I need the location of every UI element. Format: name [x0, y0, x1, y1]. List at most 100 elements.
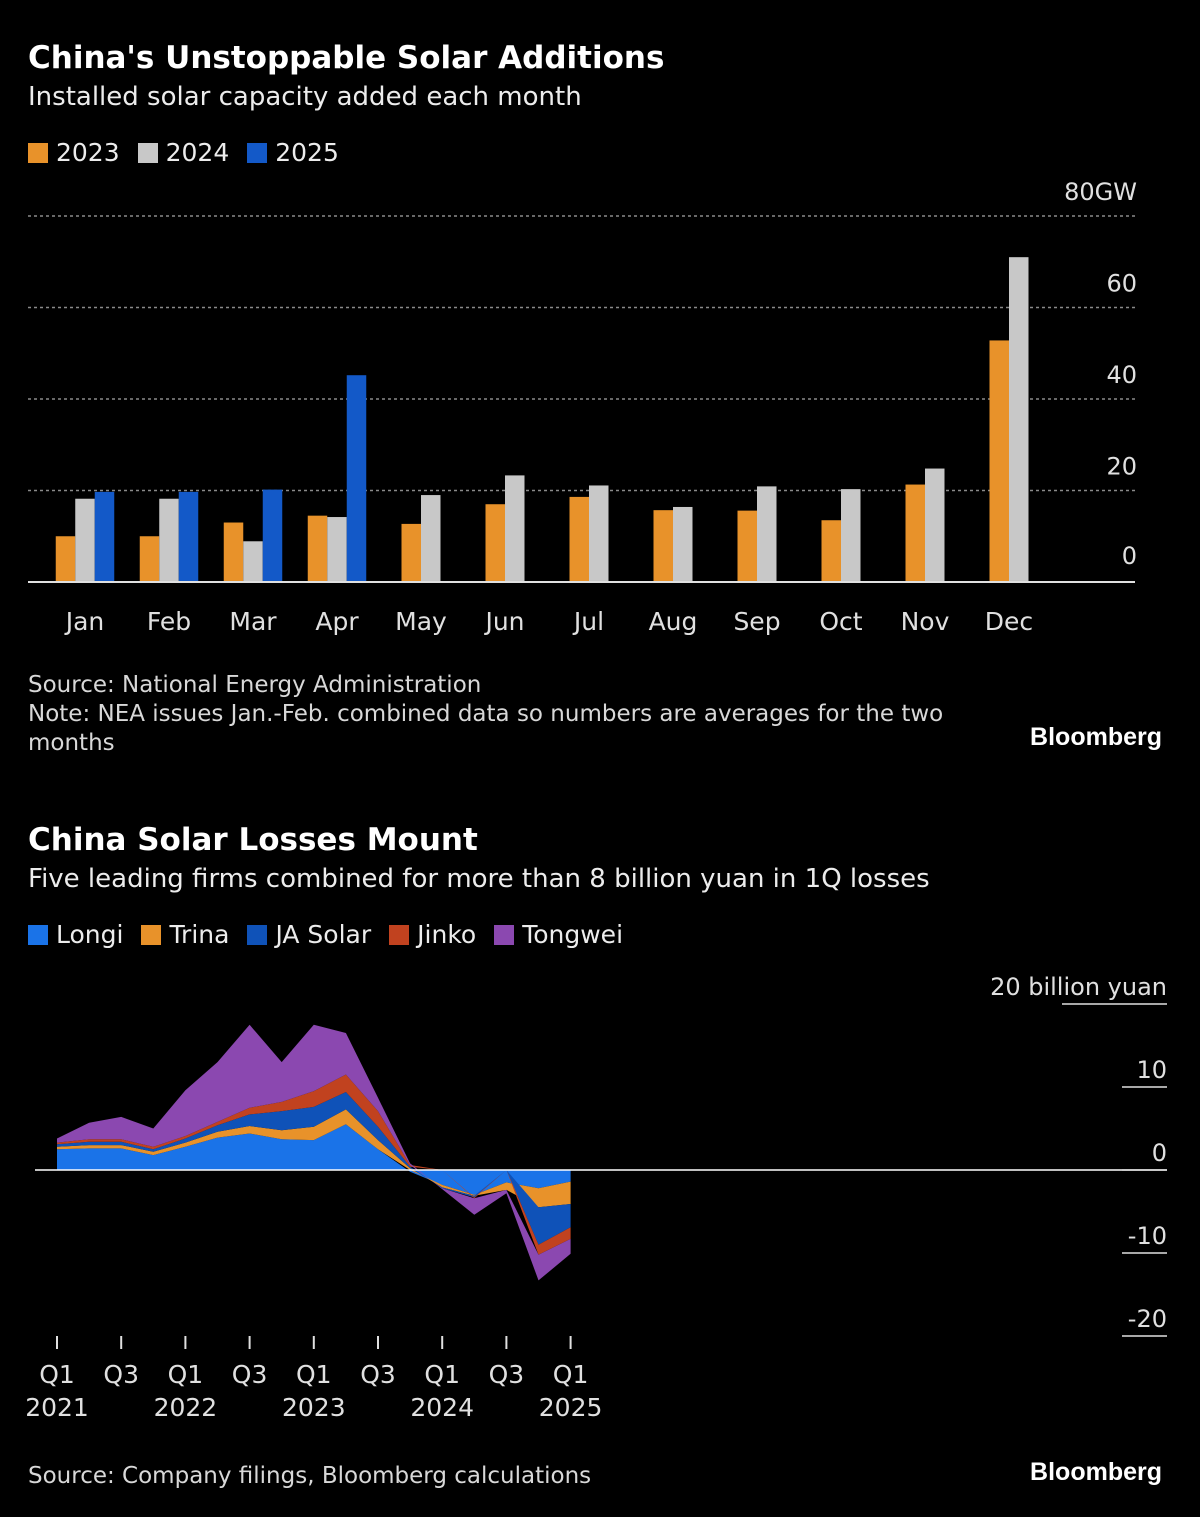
chart1-legend-item-2024: 2024: [137, 138, 229, 167]
legend-swatch: [247, 142, 268, 163]
x-tick-label: Q3: [360, 1360, 396, 1389]
legend-label: 2025: [275, 138, 339, 167]
chart2-title: China Solar Losses Mount: [28, 822, 478, 858]
x-tick-label: Oct: [819, 607, 862, 636]
bar-aug-2024: [673, 506, 693, 582]
chart1-bloomberg-logo: Bloomberg: [1030, 723, 1162, 751]
chart2-bloomberg-logo: Bloomberg: [1030, 1458, 1162, 1486]
y-tick-label: -20: [1128, 1305, 1167, 1333]
bar-feb-2024: [159, 498, 179, 582]
y-tick-label: 10: [1136, 1056, 1167, 1084]
chart1-source: Source: National Energy Administration: [28, 672, 482, 698]
chart1-subtitle: Installed solar capacity added each mont…: [28, 82, 582, 112]
x-tick-year-label: 2025: [539, 1393, 603, 1422]
x-tick-label: Q1: [553, 1360, 589, 1389]
bar-nov-2024: [925, 468, 945, 582]
bar-jan-2023: [55, 536, 76, 582]
x-tick-year-label: 2024: [410, 1393, 474, 1422]
legend-swatch: [137, 142, 158, 163]
bar-jul-2024: [589, 485, 609, 582]
chart2-legend-item-trina: Trina: [141, 920, 229, 949]
x-tick-label: Mar: [229, 607, 277, 636]
chart2-legend-item-ja-solar: JA Solar: [247, 920, 371, 949]
x-tick-label: Jan: [64, 607, 105, 636]
bar-nov-2023: [905, 484, 925, 582]
bar-sep-2024: [757, 486, 777, 582]
chart1-title: China's Unstoppable Solar Additions: [28, 40, 665, 76]
chart1-bar-chart: 0 20 40 60 80GW Jan Feb Mar Apr May Jun Jul Aug Sep Oc…: [28, 178, 1137, 636]
bar-oct-2023: [821, 520, 841, 582]
bar-may-2024: [421, 495, 441, 582]
x-tick-label: Q1: [168, 1360, 204, 1389]
legend-label: Trina: [169, 920, 230, 949]
x-tick-label: Jun: [483, 607, 524, 636]
y-tick-label: 40: [1106, 361, 1137, 389]
chart2-legend-item-longi: Longi: [28, 920, 123, 949]
x-tick-label: Sep: [733, 607, 780, 636]
x-tick-label: Aug: [649, 607, 698, 636]
legend-swatch: [494, 924, 515, 945]
bar-oct-2024: [841, 489, 861, 582]
legend-label: Jinko: [417, 920, 477, 949]
bar-feb-2023: [139, 536, 160, 582]
bar-feb-2025: [178, 491, 199, 582]
y-tick-label: 0: [1122, 542, 1137, 570]
legend-swatch: [141, 924, 162, 945]
bar-jun-2024: [505, 475, 525, 582]
bar-aug-2023: [653, 510, 673, 582]
legend-label: Tongwei: [522, 920, 624, 949]
x-tick-label: Q3: [489, 1360, 525, 1389]
area-longi: [57, 1124, 571, 1195]
legend-swatch: [389, 924, 410, 945]
chart2-area-chart: -20 -10 0 10 20 billion yuan Q1 2021 Q3 Q1 2022 Q3…: [25, 973, 1167, 1422]
chart2-subtitle: Five leading firms combined for more tha…: [28, 864, 930, 894]
legend-label: 2023: [56, 138, 120, 167]
chart2-legend-item-tongwei: Tongwei: [494, 920, 623, 949]
x-tick-label: Apr: [315, 607, 359, 636]
bar-jun-2023: [485, 504, 505, 582]
bar-apr-2025: [346, 375, 367, 582]
x-tick-label: May: [395, 607, 447, 636]
x-tick-label: Q1: [424, 1360, 460, 1389]
x-tick-year-label: 2023: [282, 1393, 346, 1422]
legend-label: Longi: [56, 920, 124, 949]
y-tick-label: 80GW: [1064, 178, 1137, 206]
bar-apr-2023: [307, 515, 328, 582]
chart2-legend: Longi Trina JA Solar Jinko Tongwei: [28, 920, 623, 949]
x-tick-year-label: 2021: [25, 1393, 89, 1422]
x-tick-label: Q1: [39, 1360, 75, 1389]
x-tick-year-label: 2022: [154, 1393, 218, 1422]
chart2-legend-item-jinko: Jinko: [389, 920, 476, 949]
bar-jul-2023: [569, 496, 589, 582]
chart1-legend-item-2025: 2025: [247, 138, 339, 167]
legend-swatch: [247, 924, 268, 945]
y-tick-label: -10: [1128, 1222, 1167, 1250]
bar-sep-2023: [737, 510, 757, 582]
y-tick-label: 20: [1106, 453, 1137, 481]
area-ja-solar: [57, 1092, 571, 1245]
bar-mar-2024: [243, 541, 263, 582]
chart2-source: Source: Company filings, Bloomberg calcu…: [28, 1463, 592, 1489]
bar-may-2023: [401, 523, 421, 582]
y-tick-label: 20 billion yuan: [990, 973, 1167, 1001]
legend-swatch: [28, 924, 48, 945]
chart1-legend: 2023 2024 2025: [28, 138, 339, 167]
x-tick-label: Q3: [232, 1360, 268, 1389]
x-tick-label: Q3: [103, 1360, 139, 1389]
bar-mar-2023: [223, 522, 244, 582]
legend-label: JA Solar: [275, 920, 372, 949]
x-tick-label: Q1: [296, 1360, 332, 1389]
area-trina: [57, 1109, 571, 1208]
chart1-legend-item-2023: 2023: [28, 138, 120, 167]
bar-mar-2025: [262, 489, 283, 582]
area-tongwei: [57, 1024, 571, 1281]
legend-swatch: [28, 142, 48, 163]
y-tick-label: 60: [1106, 270, 1137, 298]
bar-apr-2024: [327, 517, 347, 582]
x-tick-label: Dec: [985, 607, 1033, 636]
bar-dec-2024: [1009, 257, 1029, 582]
y-tick-label: 0: [1152, 1139, 1167, 1167]
chart1-note: Note: NEA issues Jan.-Feb. combined data…: [28, 701, 944, 756]
x-tick-label: Jul: [572, 607, 604, 636]
bar-jan-2025: [94, 491, 115, 582]
